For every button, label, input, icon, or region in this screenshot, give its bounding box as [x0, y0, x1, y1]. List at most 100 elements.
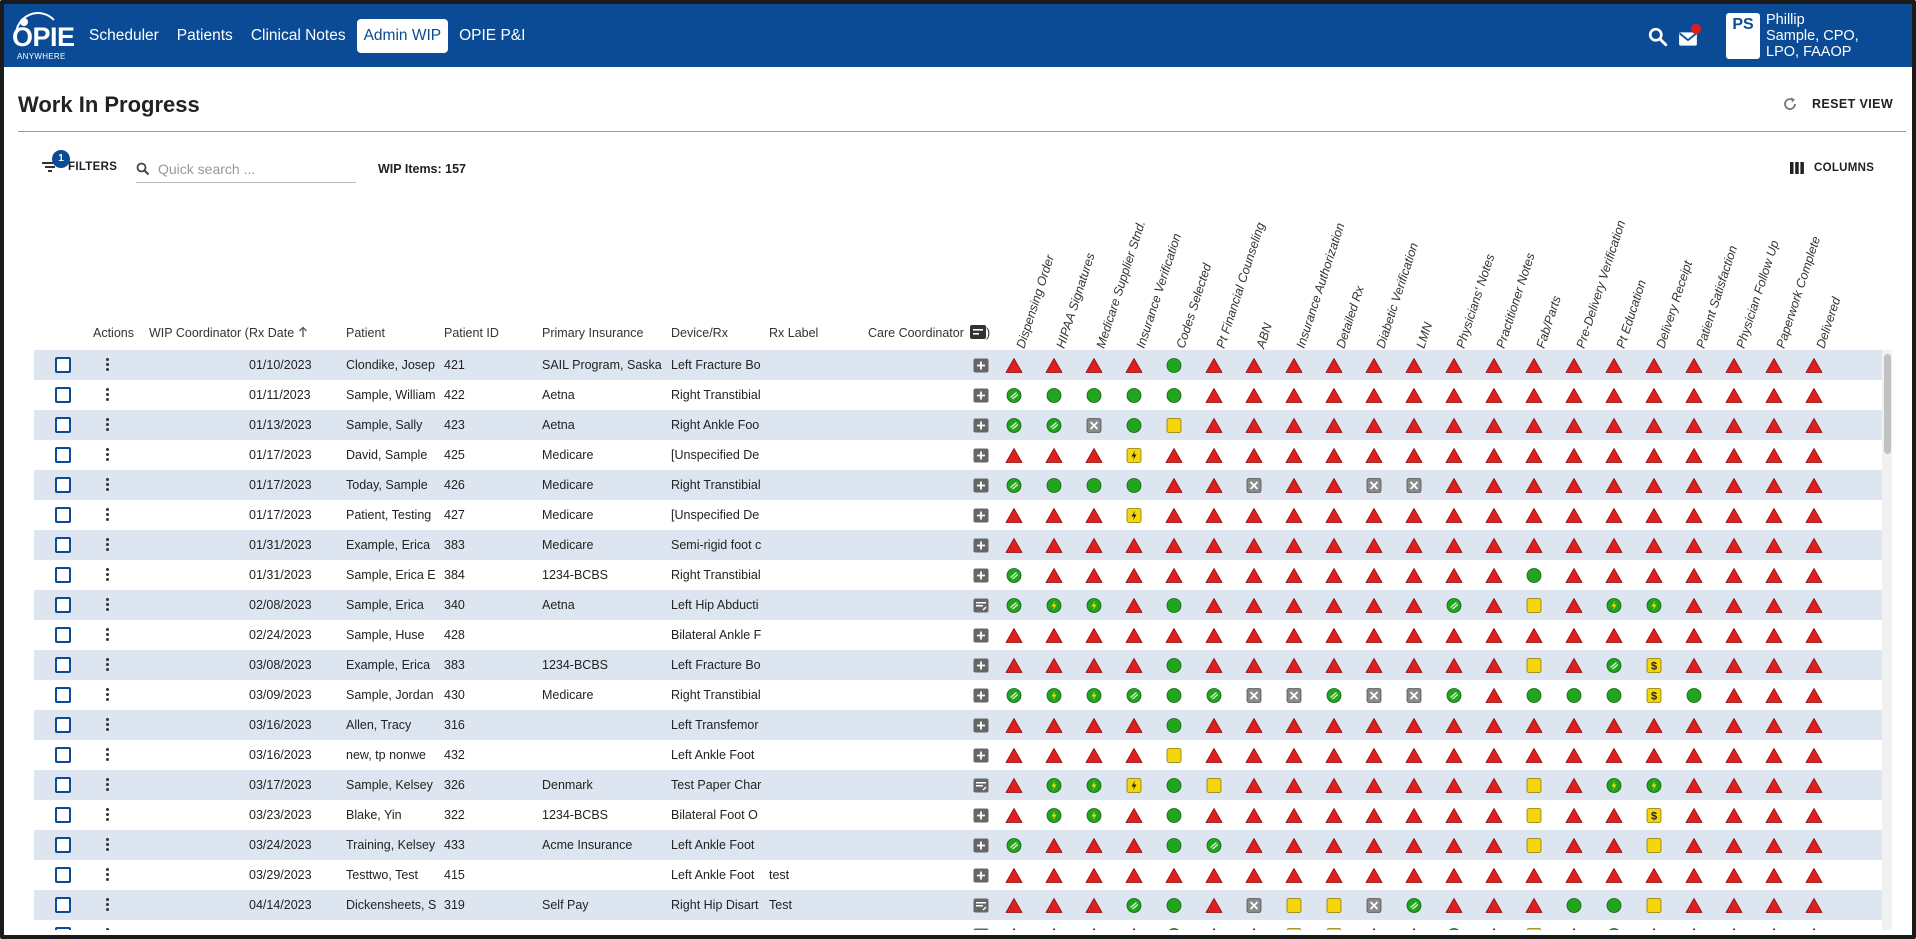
- yellow-square-icon[interactable]: [1525, 657, 1543, 674]
- red-triangle-icon[interactable]: [1485, 747, 1503, 764]
- red-triangle-icon[interactable]: [1045, 927, 1063, 930]
- red-triangle-icon[interactable]: [1525, 897, 1543, 914]
- red-triangle-icon[interactable]: [1485, 777, 1503, 794]
- red-triangle-icon[interactable]: [1245, 627, 1263, 644]
- opie-logo[interactable]: OPIE ANYWHERE: [10, 10, 75, 62]
- red-triangle-icon[interactable]: [1365, 507, 1383, 524]
- red-triangle-icon[interactable]: [1325, 747, 1343, 764]
- row-checkbox[interactable]: [55, 597, 71, 613]
- red-triangle-icon[interactable]: [1125, 867, 1143, 884]
- red-triangle-icon[interactable]: [1285, 387, 1303, 404]
- red-triangle-icon[interactable]: [1045, 507, 1063, 524]
- red-triangle-icon[interactable]: [1805, 507, 1823, 524]
- avatar[interactable]: PS: [1726, 13, 1760, 59]
- red-triangle-icon[interactable]: [1245, 597, 1263, 614]
- red-triangle-icon[interactable]: [1525, 417, 1543, 434]
- row-checkbox[interactable]: [55, 867, 71, 883]
- green-circle-icon[interactable]: [1445, 927, 1463, 930]
- red-triangle-icon[interactable]: [1645, 447, 1663, 464]
- green-circle-icon[interactable]: [1605, 897, 1623, 914]
- col-header-delivered[interactable]: Delivered: [1813, 295, 1844, 350]
- col-header-rx-label[interactable]: Rx Label: [769, 326, 819, 340]
- red-triangle-icon[interactable]: [1205, 567, 1223, 584]
- red-triangle-icon[interactable]: [1445, 807, 1463, 824]
- row-actions-menu-icon[interactable]: [104, 777, 110, 793]
- add-note-icon[interactable]: [973, 628, 989, 643]
- red-triangle-icon[interactable]: [1805, 837, 1823, 854]
- table-row[interactable]: 03/17/2023 Sample, Kelsey 326 Denmark Test P…: [34, 770, 1882, 800]
- red-triangle-icon[interactable]: [1165, 567, 1183, 584]
- red-triangle-icon[interactable]: [1765, 897, 1783, 914]
- nav-clinical-notes[interactable]: Clinical Notes: [250, 27, 346, 44]
- green-circle-icon[interactable]: [1685, 687, 1703, 704]
- green-check-circle-icon[interactable]: [1005, 597, 1023, 614]
- red-triangle-icon[interactable]: [1765, 837, 1783, 854]
- green-circle-icon[interactable]: [1165, 717, 1183, 734]
- red-triangle-icon[interactable]: [1325, 387, 1343, 404]
- green-check-circle-icon[interactable]: [1405, 897, 1423, 914]
- yellow-square-icon[interactable]: [1525, 807, 1543, 824]
- col-header-practitioner-notes[interactable]: Practitioner Notes: [1493, 251, 1538, 350]
- red-triangle-icon[interactable]: [1685, 537, 1703, 554]
- notes-header-icon[interactable]: [969, 324, 987, 340]
- col-header-diabetic-verification[interactable]: Diabetic Verification: [1373, 241, 1421, 350]
- red-triangle-icon[interactable]: [1005, 927, 1023, 930]
- red-triangle-icon[interactable]: [1805, 927, 1823, 930]
- red-triangle-icon[interactable]: [1765, 597, 1783, 614]
- green-check-circle-icon[interactable]: [1005, 387, 1023, 404]
- red-triangle-icon[interactable]: [1445, 417, 1463, 434]
- red-triangle-icon[interactable]: [1725, 927, 1743, 930]
- red-triangle-icon[interactable]: [1445, 627, 1463, 644]
- red-triangle-icon[interactable]: [1205, 597, 1223, 614]
- row-checkbox[interactable]: [55, 897, 71, 913]
- green-circle-icon[interactable]: [1165, 837, 1183, 854]
- red-triangle-icon[interactable]: [1805, 747, 1823, 764]
- red-triangle-icon[interactable]: [1525, 477, 1543, 494]
- red-triangle-icon[interactable]: [1725, 627, 1743, 644]
- red-triangle-icon[interactable]: [1765, 537, 1783, 554]
- red-triangle-icon[interactable]: [1805, 657, 1823, 674]
- red-triangle-icon[interactable]: [1365, 927, 1383, 930]
- red-triangle-icon[interactable]: [1325, 597, 1343, 614]
- red-triangle-icon[interactable]: [1045, 537, 1063, 554]
- red-triangle-icon[interactable]: [1765, 387, 1783, 404]
- green-circle-icon[interactable]: [1165, 357, 1183, 374]
- red-triangle-icon[interactable]: [1205, 357, 1223, 374]
- red-triangle-icon[interactable]: [1325, 807, 1343, 824]
- red-triangle-icon[interactable]: [1485, 657, 1503, 674]
- row-actions-menu-icon[interactable]: [104, 447, 110, 463]
- red-triangle-icon[interactable]: [1325, 567, 1343, 584]
- red-triangle-icon[interactable]: [1485, 897, 1503, 914]
- red-triangle-icon[interactable]: [1805, 597, 1823, 614]
- red-triangle-icon[interactable]: [1645, 417, 1663, 434]
- col-header-insurance-verification[interactable]: Insurance Verification: [1133, 231, 1185, 350]
- red-triangle-icon[interactable]: [1805, 807, 1823, 824]
- nav-scheduler[interactable]: Scheduler: [89, 27, 159, 44]
- red-triangle-icon[interactable]: [1245, 387, 1263, 404]
- red-triangle-icon[interactable]: [1365, 777, 1383, 794]
- mail-icon[interactable]: [1678, 29, 1698, 49]
- add-note-icon[interactable]: [973, 508, 989, 523]
- add-note-icon[interactable]: [973, 358, 989, 373]
- red-triangle-icon[interactable]: [1485, 837, 1503, 854]
- red-triangle-icon[interactable]: [1125, 597, 1143, 614]
- red-triangle-icon[interactable]: [1365, 447, 1383, 464]
- red-triangle-icon[interactable]: [1565, 627, 1583, 644]
- col-header-lmn[interactable]: LMN: [1413, 320, 1436, 350]
- red-triangle-icon[interactable]: [1765, 687, 1783, 704]
- red-triangle-icon[interactable]: [1445, 717, 1463, 734]
- row-checkbox[interactable]: [55, 747, 71, 763]
- red-triangle-icon[interactable]: [1045, 837, 1063, 854]
- col-header-device-rx[interactable]: Device/Rx: [671, 326, 728, 340]
- gray-x-icon[interactable]: [1365, 687, 1383, 704]
- green-check-circle-icon[interactable]: [1325, 687, 1343, 704]
- red-triangle-icon[interactable]: [1645, 867, 1663, 884]
- red-triangle-icon[interactable]: [1285, 777, 1303, 794]
- red-triangle-icon[interactable]: [1205, 387, 1223, 404]
- red-triangle-icon[interactable]: [1285, 747, 1303, 764]
- red-triangle-icon[interactable]: [1725, 687, 1743, 704]
- red-triangle-icon[interactable]: [1205, 897, 1223, 914]
- red-triangle-icon[interactable]: [1085, 507, 1103, 524]
- red-triangle-icon[interactable]: [1205, 537, 1223, 554]
- row-actions-menu-icon[interactable]: [104, 657, 110, 673]
